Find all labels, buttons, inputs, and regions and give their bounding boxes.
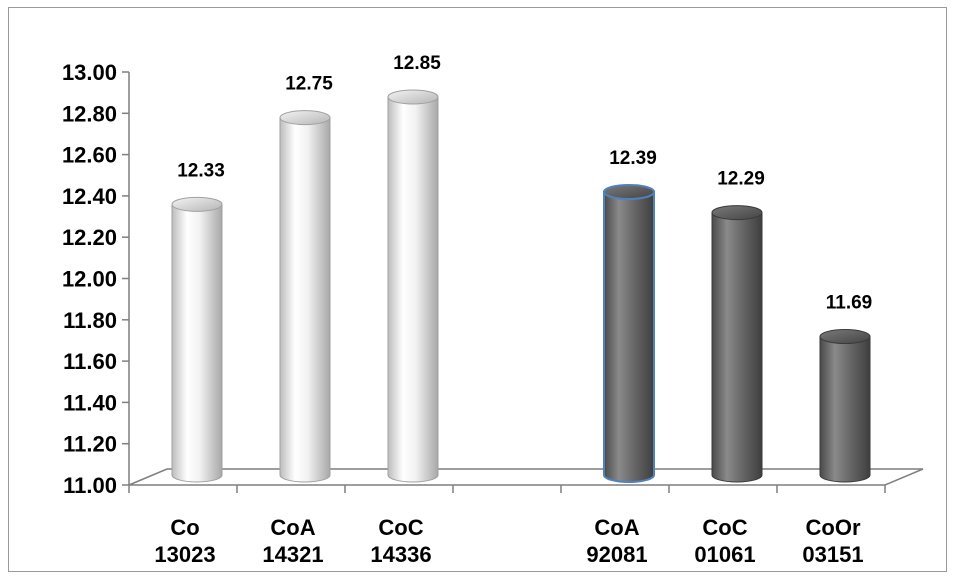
bar-body — [819, 336, 871, 483]
x-category-label: CoA 14321 — [262, 515, 323, 567]
bar-body — [279, 117, 331, 483]
x-category-line-2: 13023 — [154, 542, 215, 567]
bar-body — [171, 203, 223, 483]
y-tick-label: 11.80 — [63, 308, 117, 333]
x-category-line-1: CoC — [378, 515, 423, 540]
y-tick-label: 12.80 — [62, 101, 117, 126]
bar-chart: 11.00 11.20 11.40 11.60 11.80 12.00 12.20 12.40… — [62, 53, 924, 567]
x-category-line-2: 14336 — [370, 542, 431, 567]
bar-cap — [603, 183, 655, 200]
y-tick-label: 11.00 — [63, 473, 117, 498]
bar-cap — [279, 110, 331, 126]
bar-cap — [387, 89, 439, 105]
x-category-line-1: CoA — [270, 515, 315, 540]
x-category-label: CoC 14336 — [370, 515, 431, 567]
bar-body — [711, 212, 763, 483]
x-category-line-2: 01061 — [694, 542, 755, 567]
chart-frame: 11.00 11.20 11.40 11.60 11.80 12.00 12.20 12.40… — [8, 7, 947, 572]
y-tick-label: 11.60 — [63, 349, 117, 374]
bar-body — [603, 190, 655, 483]
data-label: 12.29 — [717, 169, 765, 190]
y-tick-label: 13.00 — [62, 60, 117, 85]
y-tick-label: 11.20 — [63, 432, 117, 457]
bar[interactable] — [819, 329, 871, 483]
bar[interactable] — [171, 196, 223, 483]
bar-cap — [171, 196, 223, 212]
x-category-line-1: CoOr — [806, 515, 861, 540]
bar-cap — [711, 205, 763, 221]
x-category-line-2: 14321 — [262, 542, 323, 567]
data-label: 12.33 — [177, 160, 225, 181]
bar[interactable] — [279, 110, 331, 483]
y-tick-label: 12.20 — [62, 225, 117, 250]
x-category-line-1: CoC — [702, 515, 747, 540]
x-category-line-2: 03151 — [802, 542, 863, 567]
data-label: 12.75 — [285, 74, 333, 95]
x-category-line-2: 92081 — [586, 542, 647, 567]
x-category-line-1: Co — [170, 515, 199, 540]
bar[interactable] — [603, 183, 655, 483]
data-label: 11.69 — [826, 293, 873, 314]
bar[interactable] — [711, 205, 763, 483]
y-tick-label: 11.40 — [63, 390, 117, 415]
y-tick-label: 12.40 — [62, 184, 117, 209]
x-category-label: CoC 01061 — [694, 515, 755, 567]
y-tick-label: 12.60 — [62, 143, 117, 168]
bar-body — [387, 96, 439, 483]
data-label: 12.39 — [609, 148, 657, 169]
x-category-label: CoOr 03151 — [802, 515, 863, 567]
x-category-label: Co 13023 — [154, 515, 215, 567]
x-category-line-1: CoA — [594, 515, 639, 540]
y-tick-label: 12.00 — [62, 267, 117, 292]
bar[interactable] — [387, 89, 439, 483]
bar-cap — [819, 329, 871, 345]
chart-floor — [128, 468, 924, 486]
x-category-label: CoA 92081 — [586, 515, 647, 567]
data-label: 12.85 — [393, 53, 441, 74]
